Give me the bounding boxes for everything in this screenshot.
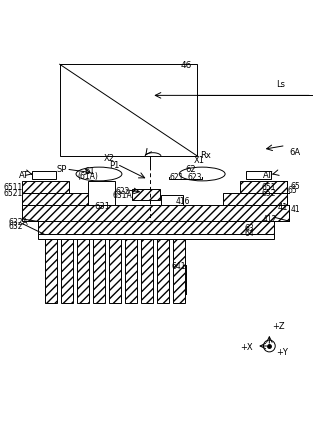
Bar xyxy=(240,181,287,193)
Circle shape xyxy=(264,340,275,352)
Bar xyxy=(88,181,115,206)
Text: 623: 623 xyxy=(188,173,202,182)
Text: 63: 63 xyxy=(245,224,255,233)
Text: 641: 641 xyxy=(171,262,186,272)
Bar xyxy=(61,239,73,303)
Bar xyxy=(38,221,274,234)
Text: 65: 65 xyxy=(291,182,300,191)
Bar xyxy=(93,239,105,303)
Text: AT: AT xyxy=(263,171,273,180)
Bar xyxy=(45,239,57,303)
Text: SP: SP xyxy=(56,165,67,174)
Text: 632: 632 xyxy=(9,222,23,231)
Text: 651: 651 xyxy=(261,183,276,192)
Bar xyxy=(246,171,271,179)
Bar xyxy=(109,239,121,303)
Bar xyxy=(22,181,69,193)
Text: 6A: 6A xyxy=(289,148,300,157)
Ellipse shape xyxy=(179,167,225,181)
Text: 62: 62 xyxy=(186,165,196,174)
Bar xyxy=(141,239,153,303)
Bar xyxy=(22,206,289,221)
Bar xyxy=(32,171,56,179)
Text: 64: 64 xyxy=(245,229,255,238)
Bar xyxy=(157,239,169,303)
Text: 412: 412 xyxy=(263,215,277,224)
Bar xyxy=(38,234,274,239)
Bar xyxy=(161,194,183,206)
Text: X1: X1 xyxy=(194,156,205,165)
Bar xyxy=(223,193,287,206)
Text: X2: X2 xyxy=(104,154,115,163)
Text: +Z: +Z xyxy=(273,322,285,331)
Text: 46: 46 xyxy=(181,61,192,70)
Text: 632A: 632A xyxy=(9,218,29,226)
Text: 6511: 6511 xyxy=(4,183,23,192)
Ellipse shape xyxy=(76,167,122,181)
Bar xyxy=(60,64,197,156)
Text: 631A: 631A xyxy=(112,191,132,200)
Text: 652: 652 xyxy=(261,190,276,198)
Bar xyxy=(77,239,89,303)
Text: AT: AT xyxy=(19,171,29,180)
Text: 622: 622 xyxy=(115,187,130,196)
Text: +X: +X xyxy=(240,343,253,352)
Bar xyxy=(173,239,186,303)
Text: 61: 61 xyxy=(84,167,95,176)
Text: +Y: +Y xyxy=(277,348,289,357)
Text: 416: 416 xyxy=(176,197,190,206)
Text: (61A): (61A) xyxy=(78,172,99,181)
Text: 65: 65 xyxy=(287,186,297,195)
Text: 6521: 6521 xyxy=(4,190,23,198)
Text: Ls: Ls xyxy=(276,80,285,89)
Text: 41: 41 xyxy=(278,203,288,213)
Text: 621: 621 xyxy=(169,173,184,182)
Bar xyxy=(22,193,88,206)
Text: 631: 631 xyxy=(94,202,110,211)
Text: Rx: Rx xyxy=(201,151,212,160)
Text: P1: P1 xyxy=(109,161,119,170)
Text: 41: 41 xyxy=(291,205,300,214)
Bar xyxy=(125,239,137,303)
Bar xyxy=(132,190,160,200)
